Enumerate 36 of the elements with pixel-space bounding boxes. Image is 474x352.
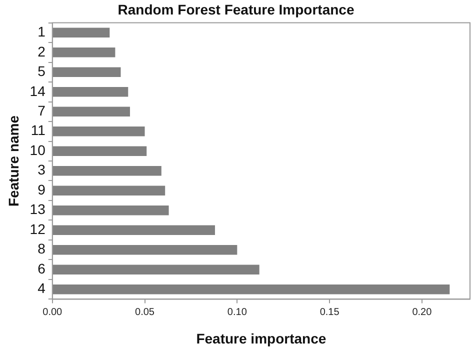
y-tick-label: 4 — [38, 280, 46, 296]
bar — [52, 28, 110, 38]
bar — [52, 264, 260, 274]
y-tick-label: 12 — [30, 220, 46, 237]
y-tick-label: 14 — [30, 82, 46, 99]
bar — [52, 186, 166, 196]
bar — [52, 67, 121, 78]
bar — [52, 106, 130, 117]
y-tick-label: 5 — [38, 63, 46, 80]
bar — [52, 284, 450, 294]
x-tick-label: 0.05 — [135, 306, 155, 318]
chart-title: Random Forest Feature Importance — [118, 1, 354, 18]
x-tick-label: 0.10 — [227, 306, 248, 318]
bar — [52, 48, 116, 58]
y-tick-label: 3 — [38, 162, 46, 178]
y-tick-label: 6 — [38, 260, 46, 276]
bar — [52, 225, 215, 235]
y-tick-label: 1 — [38, 24, 46, 40]
y-tick-label: 7 — [38, 102, 46, 118]
y-tick-label: 9 — [38, 181, 46, 198]
bar — [52, 126, 145, 136]
y-tick-label: 13 — [30, 201, 46, 218]
bar — [52, 146, 147, 156]
y-tick-label: 8 — [38, 240, 46, 257]
x-tick-label: 0.00 — [42, 306, 63, 318]
x-tick-label: 0.20 — [412, 306, 432, 318]
bar — [52, 166, 162, 176]
y-tick-label: 11 — [30, 122, 46, 138]
bar — [52, 205, 169, 216]
y-tick-label: 2 — [38, 43, 46, 60]
bar — [52, 87, 128, 97]
y-tick-label: 10 — [30, 142, 46, 158]
y-axis-title: Feature name — [5, 115, 22, 207]
x-tick-label: 0.15 — [320, 306, 340, 318]
x-axis-title: Feature importance — [196, 330, 326, 346]
bar — [52, 244, 238, 255]
